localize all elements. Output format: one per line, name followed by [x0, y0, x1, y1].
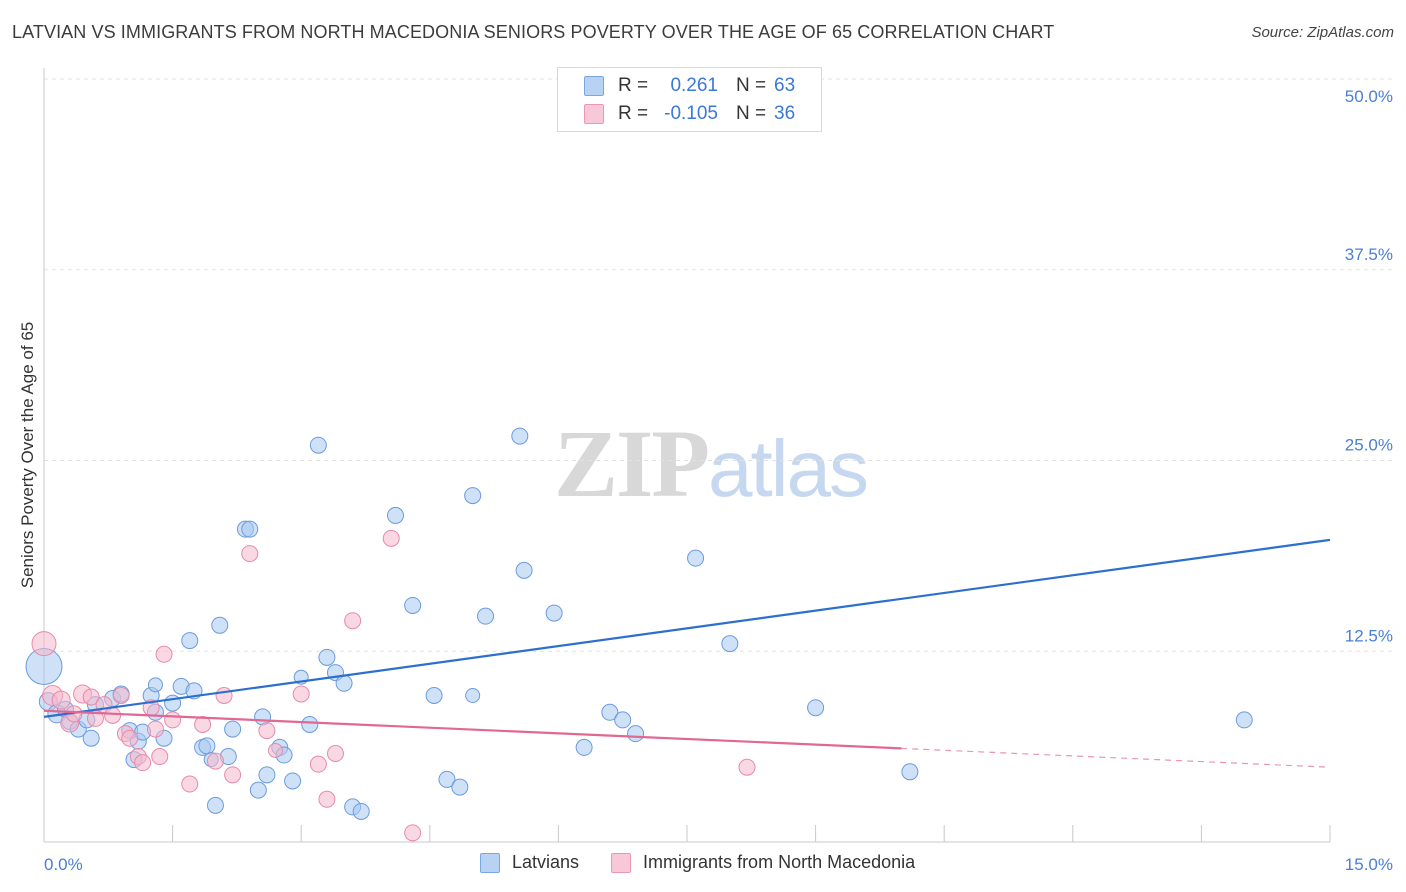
- macedonia-point: [121, 729, 139, 747]
- legend-r-value-latvians: 0.261: [670, 75, 718, 96]
- macedonia-point: [206, 752, 224, 770]
- y-tick-label: 12.5%: [1345, 626, 1393, 645]
- macedonia-point: [134, 754, 152, 772]
- source-label: Source: ZipAtlas.com: [1251, 24, 1394, 41]
- watermark-zip: ZIP: [554, 410, 710, 517]
- macedonia-trendline: [43, 709, 902, 750]
- macedonia-point: [344, 612, 362, 630]
- y-tick-label: 50.0%: [1345, 87, 1393, 106]
- series-swatch-latvians: [480, 852, 500, 873]
- latvians-point: [1235, 711, 1253, 729]
- macedonia-point: [151, 748, 169, 766]
- legend-swatch-latvians: [584, 76, 604, 96]
- latvians-point: [147, 677, 163, 693]
- latvians-point: [404, 596, 422, 614]
- latvians-point: [687, 549, 705, 567]
- latvians-point: [464, 487, 482, 505]
- legend-swatch-macedonia: [584, 104, 604, 124]
- latvians-point: [309, 436, 327, 454]
- latvians-trendline: [43, 538, 1331, 718]
- macedonia-point: [164, 711, 182, 729]
- legend-r-label: R =: [618, 103, 649, 124]
- latvians-point: [335, 674, 353, 692]
- latvians-point: [241, 520, 259, 538]
- macedonia-point: [51, 690, 71, 710]
- latvians-point: [515, 561, 533, 579]
- macedonia-point: [267, 742, 283, 758]
- macedonia-trendline-extension: [901, 747, 1331, 768]
- macedonia-point: [181, 775, 199, 793]
- latvians-point: [627, 725, 645, 743]
- latvians-point: [477, 607, 495, 625]
- macedonia-point: [155, 645, 173, 663]
- latvians-point: [387, 506, 405, 524]
- legend-r-label: R =: [618, 75, 649, 96]
- latvians-point: [82, 729, 100, 747]
- latvians-point: [545, 604, 563, 622]
- y-tick-label: 25.0%: [1345, 436, 1393, 455]
- latvians-point: [465, 688, 481, 704]
- macedonia-point: [112, 687, 130, 705]
- macedonia-point: [31, 631, 57, 657]
- macedonia-point: [82, 688, 100, 706]
- latvians-point: [575, 738, 593, 756]
- macedonia-point: [215, 687, 233, 705]
- y-tick-label: 37.5%: [1345, 245, 1393, 264]
- legend-row-latvians: R = 0.261 N = 63: [558, 72, 795, 100]
- macedonia-point: [318, 790, 336, 808]
- latvians-point: [425, 687, 443, 705]
- macedonia-point: [241, 545, 259, 563]
- series-legend-latvians[interactable]: Latvians: [480, 852, 579, 873]
- macedonia-point: [309, 755, 327, 773]
- macedonia-point: [224, 766, 242, 784]
- macedonia-point: [404, 824, 422, 842]
- correlation-legend: R = 0.261 N = 63 R = -0.105 N = 36: [557, 67, 822, 132]
- series-legend-label: Immigrants from North Macedonia: [643, 852, 916, 872]
- latvians-point: [318, 648, 336, 666]
- latvians-point: [181, 632, 199, 650]
- legend-row-macedonia: R = -0.105 N = 36: [558, 100, 795, 128]
- x-tick-label: 0.0%: [44, 855, 83, 874]
- macedonia-point: [738, 758, 756, 776]
- x-tick-label: 15.0%: [1345, 855, 1393, 874]
- macedonia-point: [194, 715, 212, 733]
- macedonia-point: [258, 722, 276, 740]
- latvians-point: [206, 796, 224, 814]
- legend-n-value-macedonia: 36: [774, 103, 796, 124]
- latvians-point: [614, 711, 632, 729]
- latvians-point: [301, 715, 319, 733]
- latvians-point: [258, 766, 276, 784]
- latvians-point: [211, 616, 229, 634]
- latvians-point: [451, 778, 469, 796]
- series-swatch-macedonia: [611, 852, 632, 873]
- latvians-point: [438, 770, 456, 788]
- chart-title: LATVIAN VS IMMIGRANTS FROM NORTH MACEDON…: [12, 22, 1055, 42]
- latvians-point: [249, 781, 267, 799]
- macedonia-point: [292, 685, 310, 703]
- macedonia-point: [382, 529, 400, 547]
- latvians-point: [721, 635, 739, 653]
- latvians-point: [601, 703, 619, 721]
- macedonia-point: [146, 720, 164, 738]
- legend-n-label: N =: [736, 75, 767, 96]
- macedonia-point: [104, 706, 122, 724]
- latvians-point: [352, 802, 370, 820]
- latvians-point: [901, 763, 919, 781]
- latvians-point: [198, 737, 216, 755]
- series-legend-label: Latvians: [512, 852, 580, 872]
- macedonia-point: [326, 744, 344, 762]
- watermark-atlas: atlas: [708, 424, 869, 513]
- latvians-point: [511, 427, 529, 445]
- series-legend-macedonia[interactable]: Immigrants from North Macedonia: [611, 852, 915, 873]
- series-legend: Latvians Immigrants from North Macedonia: [480, 852, 947, 873]
- legend-n-label: N =: [736, 103, 767, 124]
- latvians-point: [284, 772, 302, 790]
- legend-n-value-latvians: 63: [774, 75, 796, 96]
- latvians-point: [224, 720, 242, 738]
- watermark: ZIPatlas: [554, 408, 869, 519]
- latvians-point: [807, 699, 825, 717]
- legend-r-value-macedonia: -0.105: [664, 103, 718, 124]
